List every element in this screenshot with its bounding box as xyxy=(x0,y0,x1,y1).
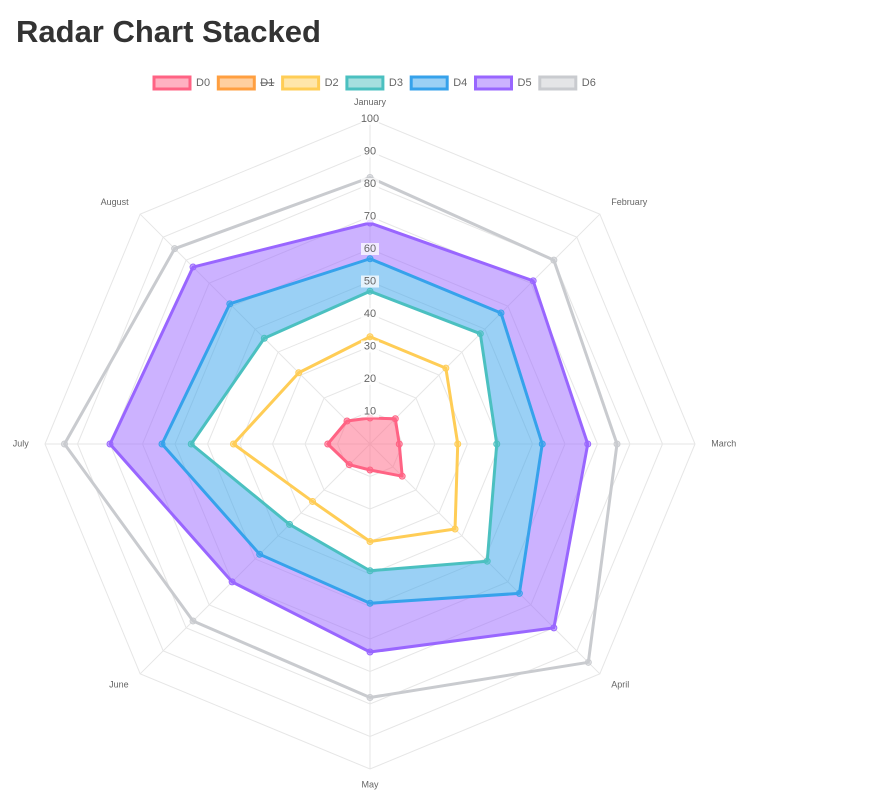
point xyxy=(550,624,558,632)
tick-backdrop xyxy=(361,145,379,158)
point xyxy=(309,497,317,505)
tick-backdrop xyxy=(361,340,379,353)
tick-backdrop xyxy=(361,308,379,320)
point-label: June xyxy=(109,680,129,690)
point xyxy=(366,466,374,474)
legend-label: D6 xyxy=(582,77,596,89)
tick-backdrop xyxy=(361,113,379,125)
point xyxy=(230,440,237,448)
r-tick-label: 40 xyxy=(364,308,376,320)
tick-backdrop xyxy=(361,210,379,223)
point-label: July xyxy=(13,438,30,448)
point xyxy=(391,415,399,423)
point xyxy=(613,440,621,448)
point xyxy=(584,658,592,666)
point xyxy=(366,694,374,701)
point xyxy=(366,567,374,575)
legend-item[interactable]: D4 xyxy=(409,75,467,91)
point xyxy=(483,557,491,565)
legend-label: D4 xyxy=(453,77,467,89)
point xyxy=(189,617,197,625)
point xyxy=(451,525,459,533)
point xyxy=(366,538,374,545)
point xyxy=(286,520,294,528)
r-tick-label: 60 xyxy=(364,243,376,255)
legend-item[interactable]: D6 xyxy=(538,75,596,91)
legend-label: D2 xyxy=(325,77,339,89)
point xyxy=(256,550,264,558)
legend-swatch xyxy=(409,75,449,91)
point xyxy=(295,369,303,377)
legend-label: D5 xyxy=(518,77,532,89)
point xyxy=(158,440,166,448)
point xyxy=(189,263,197,271)
legend-swatch xyxy=(152,75,192,91)
point xyxy=(493,440,501,448)
point xyxy=(584,440,592,448)
r-tick-label: 20 xyxy=(364,373,376,385)
legend-item[interactable]: D5 xyxy=(474,75,532,91)
legend-swatch xyxy=(345,75,385,91)
r-tick-label: 50 xyxy=(364,275,376,287)
point xyxy=(366,599,374,607)
point xyxy=(343,417,351,425)
legend-label: D0 xyxy=(196,77,210,89)
point xyxy=(366,648,374,656)
point-label: January xyxy=(354,97,387,107)
point xyxy=(324,440,332,448)
legend-swatch xyxy=(216,75,256,91)
legend-label: D3 xyxy=(389,77,403,89)
point-label: April xyxy=(611,680,629,690)
point xyxy=(106,440,114,448)
point xyxy=(454,440,462,448)
point xyxy=(529,277,537,285)
legend-swatch xyxy=(474,75,513,91)
point xyxy=(538,440,546,448)
point xyxy=(366,287,374,295)
point xyxy=(61,440,68,448)
point xyxy=(187,440,195,448)
point xyxy=(366,255,374,263)
point-label: May xyxy=(361,780,379,790)
tick-backdrop xyxy=(361,178,379,190)
r-tick-label: 70 xyxy=(364,210,376,222)
tick-backdrop xyxy=(361,243,379,255)
point xyxy=(226,300,234,308)
legend-swatch xyxy=(538,75,578,91)
point xyxy=(260,334,268,342)
point xyxy=(515,589,523,597)
r-tick-label: 80 xyxy=(364,178,376,190)
point xyxy=(442,364,450,372)
legend-item[interactable]: D1 xyxy=(216,75,274,91)
tick-backdrop xyxy=(361,405,379,418)
tick-backdrop xyxy=(361,275,379,288)
point xyxy=(171,245,179,253)
r-tick-label: 100 xyxy=(361,113,379,125)
r-tick-label: 30 xyxy=(364,340,376,352)
point xyxy=(476,330,484,338)
legend-swatch xyxy=(281,75,321,91)
point xyxy=(398,472,406,480)
point-label: February xyxy=(611,197,648,207)
point xyxy=(345,461,353,469)
tick-backdrop xyxy=(361,373,379,385)
area xyxy=(110,223,588,652)
r-tick-label: 90 xyxy=(364,145,376,157)
r-tick-label: 10 xyxy=(364,405,376,417)
point xyxy=(550,256,558,264)
point xyxy=(497,309,505,317)
point xyxy=(228,578,236,586)
legend-label: D1 xyxy=(260,77,274,89)
legend-item[interactable]: D3 xyxy=(345,75,403,91)
legend-item[interactable]: D0 xyxy=(152,75,210,91)
point xyxy=(366,333,374,341)
point-label: March xyxy=(711,438,736,448)
area xyxy=(162,258,543,604)
page-title: Radar Chart Stacked xyxy=(16,14,321,49)
legend-item[interactable]: D2 xyxy=(281,75,339,91)
point-label: August xyxy=(101,197,130,207)
point xyxy=(395,440,403,448)
